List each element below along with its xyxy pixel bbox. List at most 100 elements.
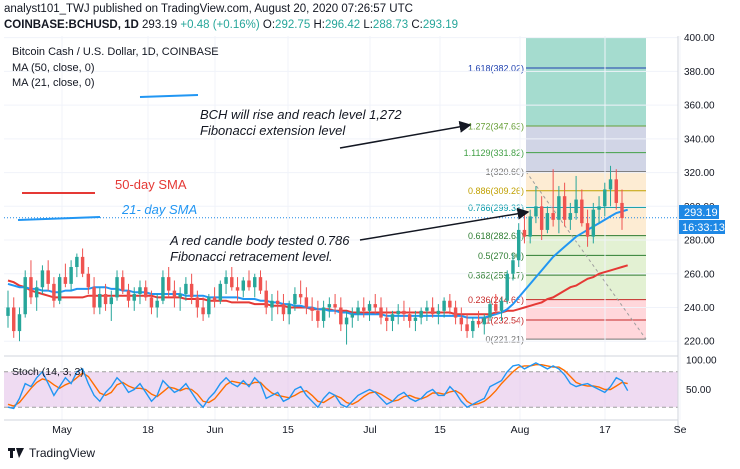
candle-body-85 <box>494 304 498 311</box>
stoch-d-line <box>7 364 628 407</box>
red-candle-annotation-line1: A red candle body tested 0.786 <box>169 233 350 248</box>
candle-body-12 <box>75 256 79 268</box>
candle-body-59 <box>344 317 349 325</box>
candle-body-45 <box>264 290 268 308</box>
candle-body-94 <box>545 213 550 230</box>
ma21-legend[interactable]: MA (21, close, 0) <box>12 77 95 89</box>
candle-body-80 <box>465 324 469 332</box>
candle-body-104 <box>603 189 607 207</box>
fib-label-3: 1(320.60) <box>485 167 524 177</box>
candle-body-83 <box>482 317 487 325</box>
candle-body-4 <box>29 277 33 298</box>
candle-body-14 <box>86 273 91 288</box>
stoch-k-line <box>7 362 629 410</box>
candle-body-70 <box>407 314 412 321</box>
candle-body-98 <box>568 213 573 220</box>
low-label: L: <box>363 19 373 31</box>
candle-body-87 <box>505 273 509 301</box>
candle-body-99 <box>574 199 578 214</box>
open-label: O: <box>262 19 276 31</box>
candle-body-41 <box>241 280 245 291</box>
fib-label-5: 0.786(299.33) <box>468 203 524 213</box>
candle-body-9 <box>57 277 62 301</box>
candle-body-77 <box>448 300 452 308</box>
fib-label-2: 1.1129(331.82) <box>464 148 524 158</box>
candle-body-8 <box>52 283 56 301</box>
candle-body-40 <box>235 287 240 291</box>
candle-body-33 <box>195 297 200 308</box>
candle-body-23 <box>138 287 142 294</box>
candle-body-86 <box>499 300 504 311</box>
high-label: H: <box>313 19 325 31</box>
fib-label-0: 1.618(382.02) <box>468 64 524 74</box>
y-tick-label-9: 400.00 <box>684 33 715 44</box>
candle-body-16 <box>98 293 102 308</box>
ma50-legend[interactable]: MA (50, close, 0) <box>12 62 95 74</box>
candle-body-51 <box>298 293 303 298</box>
candle-body-39 <box>230 277 234 288</box>
footer: TradingView <box>8 446 95 460</box>
candle-body-54 <box>316 310 320 321</box>
x-tick-label-5: 15 <box>434 424 446 436</box>
candle-body-17 <box>103 293 108 305</box>
candle-body-32 <box>189 283 194 298</box>
candle-body-75 <box>436 310 441 315</box>
candle-body-2 <box>17 314 22 332</box>
candle-body-69 <box>402 310 406 315</box>
candle-body-90 <box>522 229 527 237</box>
candle-body-102 <box>591 209 596 237</box>
fib-label-11: 0(221.21) <box>485 335 524 345</box>
candle-body-49 <box>287 304 291 315</box>
candle-body-105 <box>608 179 613 190</box>
stoch-legend[interactable]: Stoch (14, 3, 3) <box>12 366 84 378</box>
candle-body-1 <box>12 307 16 332</box>
last-price: 293.19 <box>142 19 178 31</box>
fib-label-4: 0.886(309.26) <box>468 186 524 196</box>
candle-body-62 <box>362 307 366 311</box>
high-value: 296.42 <box>324 19 361 31</box>
x-tick-label-1: 18 <box>142 424 154 436</box>
candle-body-3 <box>23 277 27 315</box>
candle-body-30 <box>178 293 182 298</box>
candle-body-89 <box>516 229 521 261</box>
candle-body-26 <box>155 300 159 308</box>
candle-body-38 <box>224 277 228 284</box>
candle-body-107 <box>620 202 624 219</box>
price-badge-text: 293.19 <box>684 207 718 219</box>
candle-body-7 <box>46 270 50 284</box>
candle-body-18 <box>109 297 114 305</box>
x-tick-label-8: Se <box>674 424 687 436</box>
publisher-line: analyst101_TWJ published on TradingView.… <box>4 3 413 15</box>
candle-body-29 <box>172 290 177 298</box>
candle-body-25 <box>149 297 154 308</box>
candle-body-5 <box>34 287 39 298</box>
candle-body-11 <box>69 267 73 284</box>
x-tick-label-6: Aug <box>511 424 530 436</box>
y-tick-label-7: 360.00 <box>684 101 715 112</box>
time-badge <box>679 220 725 234</box>
symbol-label: COINBASE:BCHUSD, 1D <box>4 19 139 31</box>
y-tick-label-6: 340.00 <box>684 134 715 145</box>
candle-body-19 <box>115 277 119 298</box>
fib-zone-top <box>526 37 646 126</box>
candle-body-93 <box>539 206 544 230</box>
candle-body-101 <box>585 223 590 237</box>
candle-body-91 <box>528 216 532 237</box>
bch-annotation-line2: Fibonacci extension level <box>200 123 346 138</box>
close-label: C: <box>411 19 423 31</box>
candle-body-103 <box>597 206 601 210</box>
stoch-band <box>4 371 678 408</box>
candle-body-36 <box>212 297 217 301</box>
candle-body-61 <box>356 307 360 315</box>
candle-body-13 <box>80 256 85 274</box>
candle-body-15 <box>92 287 96 308</box>
x-tick-label-2: Jun <box>207 424 224 436</box>
stoch-tick-label-1: 100.00 <box>686 356 717 367</box>
candle-body-47 <box>275 300 280 305</box>
y-tick-label-8: 380.00 <box>684 67 715 78</box>
fib-zone-mid <box>526 235 646 300</box>
candle-body-31 <box>184 283 188 294</box>
candle-body-79 <box>459 317 464 325</box>
ohlc-line: COINBASE:BCHUSD, 1D 293.19 +0.48 (+0.16%… <box>4 19 458 31</box>
